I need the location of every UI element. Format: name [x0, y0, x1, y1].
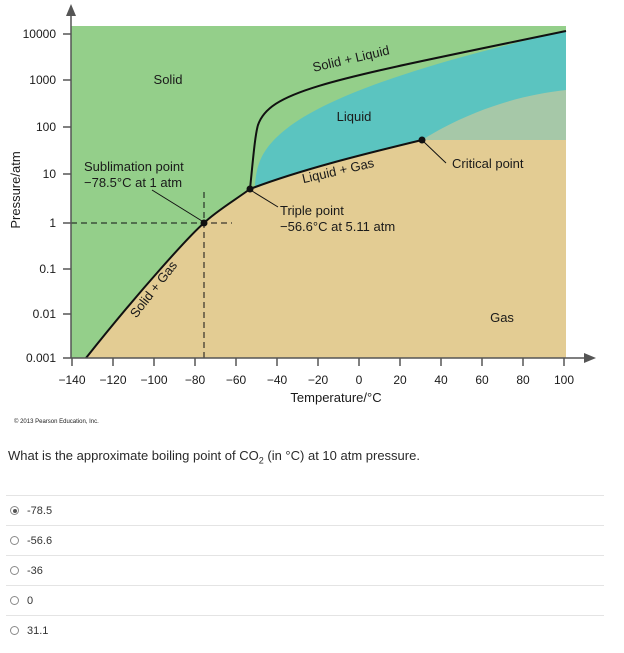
- y-tick-label: 100: [36, 120, 56, 134]
- liquid-label: Liquid: [337, 109, 372, 124]
- answer-option-label: 31.1: [27, 624, 49, 637]
- y-tick-label: 10000: [23, 27, 57, 41]
- question-subscript: 2: [258, 455, 264, 466]
- answer-options: -78.5 -56.6 -36 0 31.1: [6, 495, 604, 645]
- x-tick-label: 0: [356, 373, 363, 387]
- y-axis-title: Pressure/atm: [8, 151, 23, 228]
- answer-option-label: -78.5: [27, 504, 53, 517]
- sublimation-pointer: [151, 189, 203, 222]
- x-tick-label: −100: [140, 373, 167, 387]
- triple-title: Triple point: [280, 203, 344, 218]
- sublimation-point: [200, 219, 208, 227]
- answer-option-label: 0: [27, 594, 34, 607]
- x-tick-label: 100: [554, 373, 574, 387]
- sublimation-curve: [85, 188, 251, 359]
- answer-option-label: -36: [27, 564, 43, 577]
- radio-button[interactable]: [10, 626, 19, 635]
- vaporization-curve: [249, 139, 423, 190]
- question-part: (in °C) at 10 atm pressure.: [263, 448, 420, 463]
- radio-button[interactable]: [10, 506, 19, 515]
- x-tick-label: −40: [267, 373, 288, 387]
- radio-button[interactable]: [10, 596, 19, 605]
- x-tick-label: 80: [516, 373, 530, 387]
- answer-option-5[interactable]: 31.1: [6, 615, 604, 645]
- critical-point: [418, 136, 426, 144]
- sublimation-detail: −78.5°C at 1 atm: [84, 175, 182, 190]
- gas-region: [86, 140, 566, 358]
- y-tick-label: 10: [43, 167, 57, 181]
- answer-option-2[interactable]: -56.6: [6, 525, 604, 555]
- x-tick-label: 40: [434, 373, 448, 387]
- triple-point: [246, 185, 254, 193]
- x-tick-label: −80: [185, 373, 206, 387]
- gas-label: Gas: [490, 310, 514, 325]
- y-tick-label: 1000: [29, 73, 56, 87]
- answer-option-4[interactable]: 0: [6, 585, 604, 615]
- melting-curve: [249, 30, 567, 190]
- sublimation-title: Sublimation point: [84, 159, 184, 174]
- x-tick-label: 60: [475, 373, 489, 387]
- answer-option-3[interactable]: -36: [6, 555, 604, 585]
- radio-button[interactable]: [10, 566, 19, 575]
- y-tick-label: 0.001: [26, 351, 56, 365]
- triple-pointer: [251, 190, 279, 208]
- y-tick-label: 1: [49, 216, 56, 230]
- y-tick-label: 0.1: [39, 262, 56, 276]
- x-tick-label: −60: [226, 373, 247, 387]
- radio-button[interactable]: [10, 536, 19, 545]
- question-text: What is the approximate boiling point of…: [8, 448, 608, 466]
- x-tick-label: −120: [99, 373, 126, 387]
- x-axis-title: Temperature/°C: [290, 390, 381, 405]
- triple-detail: −56.6°C at 5.11 atm: [280, 219, 395, 234]
- critical-title: Critical point: [452, 156, 524, 171]
- copyright-text: © 2013 Pearson Education, Inc.: [14, 418, 99, 425]
- question-part: What is the approximate boiling point of…: [8, 448, 259, 463]
- solid-label: Solid: [154, 72, 183, 87]
- answer-option-1[interactable]: -78.5: [6, 495, 604, 525]
- x-tick-label: −20: [308, 373, 329, 387]
- critical-pointer: [423, 141, 447, 164]
- x-tick-label: 20: [393, 373, 407, 387]
- answer-option-label: -56.6: [27, 534, 53, 547]
- phase-diagram: 10000 1000 100 10 1 0.1 0.01 0.001 −140 …: [8, 4, 596, 425]
- y-tick-label: 0.01: [33, 307, 57, 321]
- x-tick-label: −140: [58, 373, 85, 387]
